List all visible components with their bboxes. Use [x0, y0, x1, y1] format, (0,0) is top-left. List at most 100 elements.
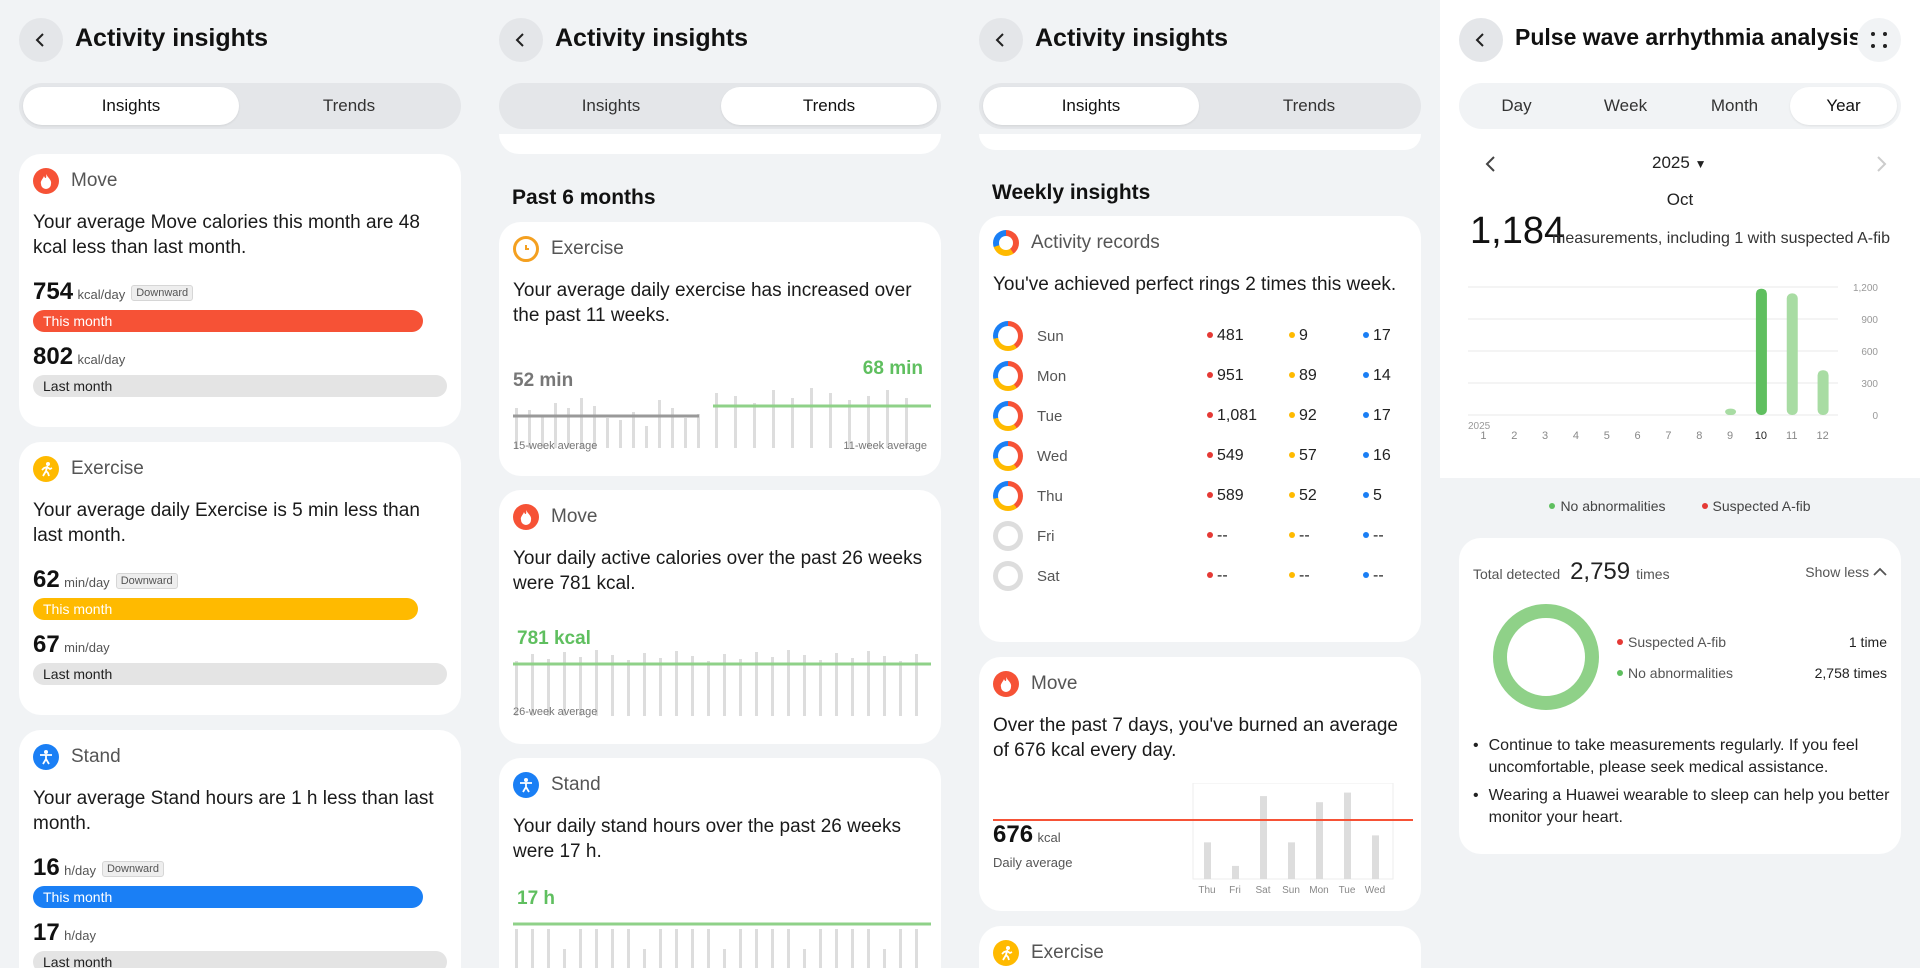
exercise-card[interactable]: Exercise Your average daily Exercise is … [19, 442, 461, 715]
trend-badge: Downward [101, 861, 164, 877]
trend-bar [883, 656, 886, 716]
move-weekly-card[interactable]: Move Over the past 7 days, you've burned… [979, 657, 1421, 911]
page-title: Pulse wave arrhythmia analysis [1515, 24, 1862, 50]
stat-label: Suspected A-fib [1628, 634, 1727, 650]
record-row-wed[interactable]: Wed 549 57 16 [993, 438, 1413, 474]
tab-day[interactable]: Day [1501, 96, 1532, 115]
total-label: Total detected [1473, 566, 1561, 582]
stand-trend-card[interactable]: Stand Your daily stand hours over the pa… [499, 758, 941, 968]
chevron-up-icon [1873, 567, 1887, 576]
more-button[interactable] [1857, 18, 1901, 62]
run-icon [33, 456, 59, 482]
section-title: Past 6 months [512, 186, 656, 209]
toggle-label: Show less [1805, 564, 1870, 580]
record-move-value: 481 [1207, 327, 1244, 345]
record-row-tue[interactable]: Tue 1,081 92 17 [993, 398, 1413, 434]
day-label: Wed [1365, 885, 1385, 896]
trend-bar [547, 659, 550, 716]
unit: kcal [1037, 830, 1061, 845]
exercise-trend-card[interactable]: Exercise Your average daily exercise has… [499, 222, 941, 476]
record-row-mon[interactable]: Mon 951 89 14 [993, 358, 1413, 394]
tab-insights[interactable]: Insights [23, 87, 239, 125]
trend-bar [851, 658, 854, 716]
day-bar [1316, 802, 1323, 879]
record-stand-value: 17 [1363, 407, 1391, 425]
tab-week[interactable]: Week [1603, 96, 1648, 115]
back-button[interactable] [19, 18, 63, 62]
tab-insights[interactable]: Insights [581, 96, 641, 115]
y-tick-label: 1,200 [1853, 283, 1878, 294]
tab-insights[interactable]: Insights [983, 87, 1199, 125]
stand-card[interactable]: Stand Your average Stand hours are 1 h l… [19, 730, 461, 968]
record-move-value: 549 [1207, 447, 1244, 465]
insight-text: Your daily stand hours over the past 26 … [513, 816, 901, 862]
trend-bar [803, 949, 806, 968]
trend-bar [867, 396, 870, 448]
trend-badge: Downward [131, 285, 194, 301]
activity-records-card[interactable]: Activity records You've achieved perfect… [979, 216, 1421, 642]
next-chevron-icon[interactable] [1874, 155, 1888, 173]
tab-trends[interactable]: Trends [322, 96, 376, 115]
record-row-sun[interactable]: Sun 481 9 17 [993, 318, 1413, 354]
trend-bar [515, 408, 518, 448]
card-top-fragment [499, 134, 941, 154]
back-button[interactable] [1459, 18, 1503, 62]
activity-ring-icon [993, 321, 1023, 351]
year-selector[interactable]: 2025 ▼ [1652, 153, 1706, 173]
unit: kcal/day [77, 352, 126, 367]
x-tick-label: 4 [1573, 430, 1579, 442]
trend-bar [883, 949, 886, 968]
x-tick-label: 6 [1635, 430, 1641, 442]
back-arrow-icon [995, 33, 1004, 47]
trend-bar [627, 929, 630, 968]
activity-ring-icon [993, 521, 1023, 551]
trends-panel: Activity insights Insights Trends Past 6… [480, 0, 960, 968]
trend-bar [739, 929, 742, 968]
record-exercise-value: -- [1289, 567, 1310, 585]
unit: min/day [64, 575, 110, 590]
trend-bar [803, 655, 806, 716]
record-row-sat[interactable]: Sat -- -- -- [993, 558, 1413, 594]
trend-bar [905, 398, 908, 448]
stat-afib: Suspected A-fib 1 time [1617, 634, 1887, 650]
trend-bar [819, 929, 822, 968]
insights-panel: Activity insights Insights Trends Move Y… [0, 0, 480, 968]
fire-icon [33, 168, 59, 194]
back-button[interactable] [979, 18, 1023, 62]
move-card[interactable]: Move Your average Move calories this mon… [19, 154, 461, 427]
tab-trends[interactable]: Trends [1282, 96, 1336, 115]
trend-bar [723, 949, 726, 968]
prev-chevron-icon[interactable] [1484, 155, 1498, 173]
tab-trends[interactable]: Trends [721, 87, 937, 125]
trend-bar [541, 416, 544, 448]
trend-bar [739, 659, 742, 716]
day-label: Sun [1282, 885, 1300, 896]
insight-text: You've achieved perfect rings 2 times th… [993, 274, 1397, 295]
record-row-fri[interactable]: Fri -- -- -- [993, 518, 1413, 554]
record-stand-value: -- [1363, 567, 1384, 585]
page-title: Activity insights [1035, 24, 1229, 52]
right-average-label: 11-week average [843, 440, 927, 452]
trend-bar [791, 398, 794, 448]
weekly-insights-panel: Activity insights Insights Trends Weekly… [960, 0, 1440, 968]
exercise-weekly-card[interactable]: Exercise [979, 926, 1421, 968]
move-trend-card[interactable]: Move Your daily active calories over the… [499, 490, 941, 744]
tab-month[interactable]: Month [1710, 96, 1759, 115]
trend-bar [547, 929, 550, 968]
day-bar [1288, 842, 1295, 879]
trend-bar [606, 418, 609, 448]
total-detected: Total detected 2,759 times [1473, 558, 1670, 586]
tab-year[interactable]: Year [1790, 87, 1897, 125]
record-row-thu[interactable]: Thu 589 52 5 [993, 478, 1413, 514]
record-stand-value: -- [1363, 527, 1384, 545]
person-icon [33, 744, 59, 770]
show-less-toggle[interactable]: Show less [1805, 564, 1887, 580]
trend-bar [915, 654, 918, 716]
card-top-fragment [979, 134, 1421, 150]
header: Activity insights [960, 0, 1440, 80]
average-value: 17 h [517, 888, 556, 909]
x-tick-label: 7 [1665, 430, 1671, 442]
trend-bar [691, 656, 694, 716]
advice-item: • Continue to take measurements regularly… [1473, 735, 1891, 779]
back-button[interactable] [499, 18, 543, 62]
